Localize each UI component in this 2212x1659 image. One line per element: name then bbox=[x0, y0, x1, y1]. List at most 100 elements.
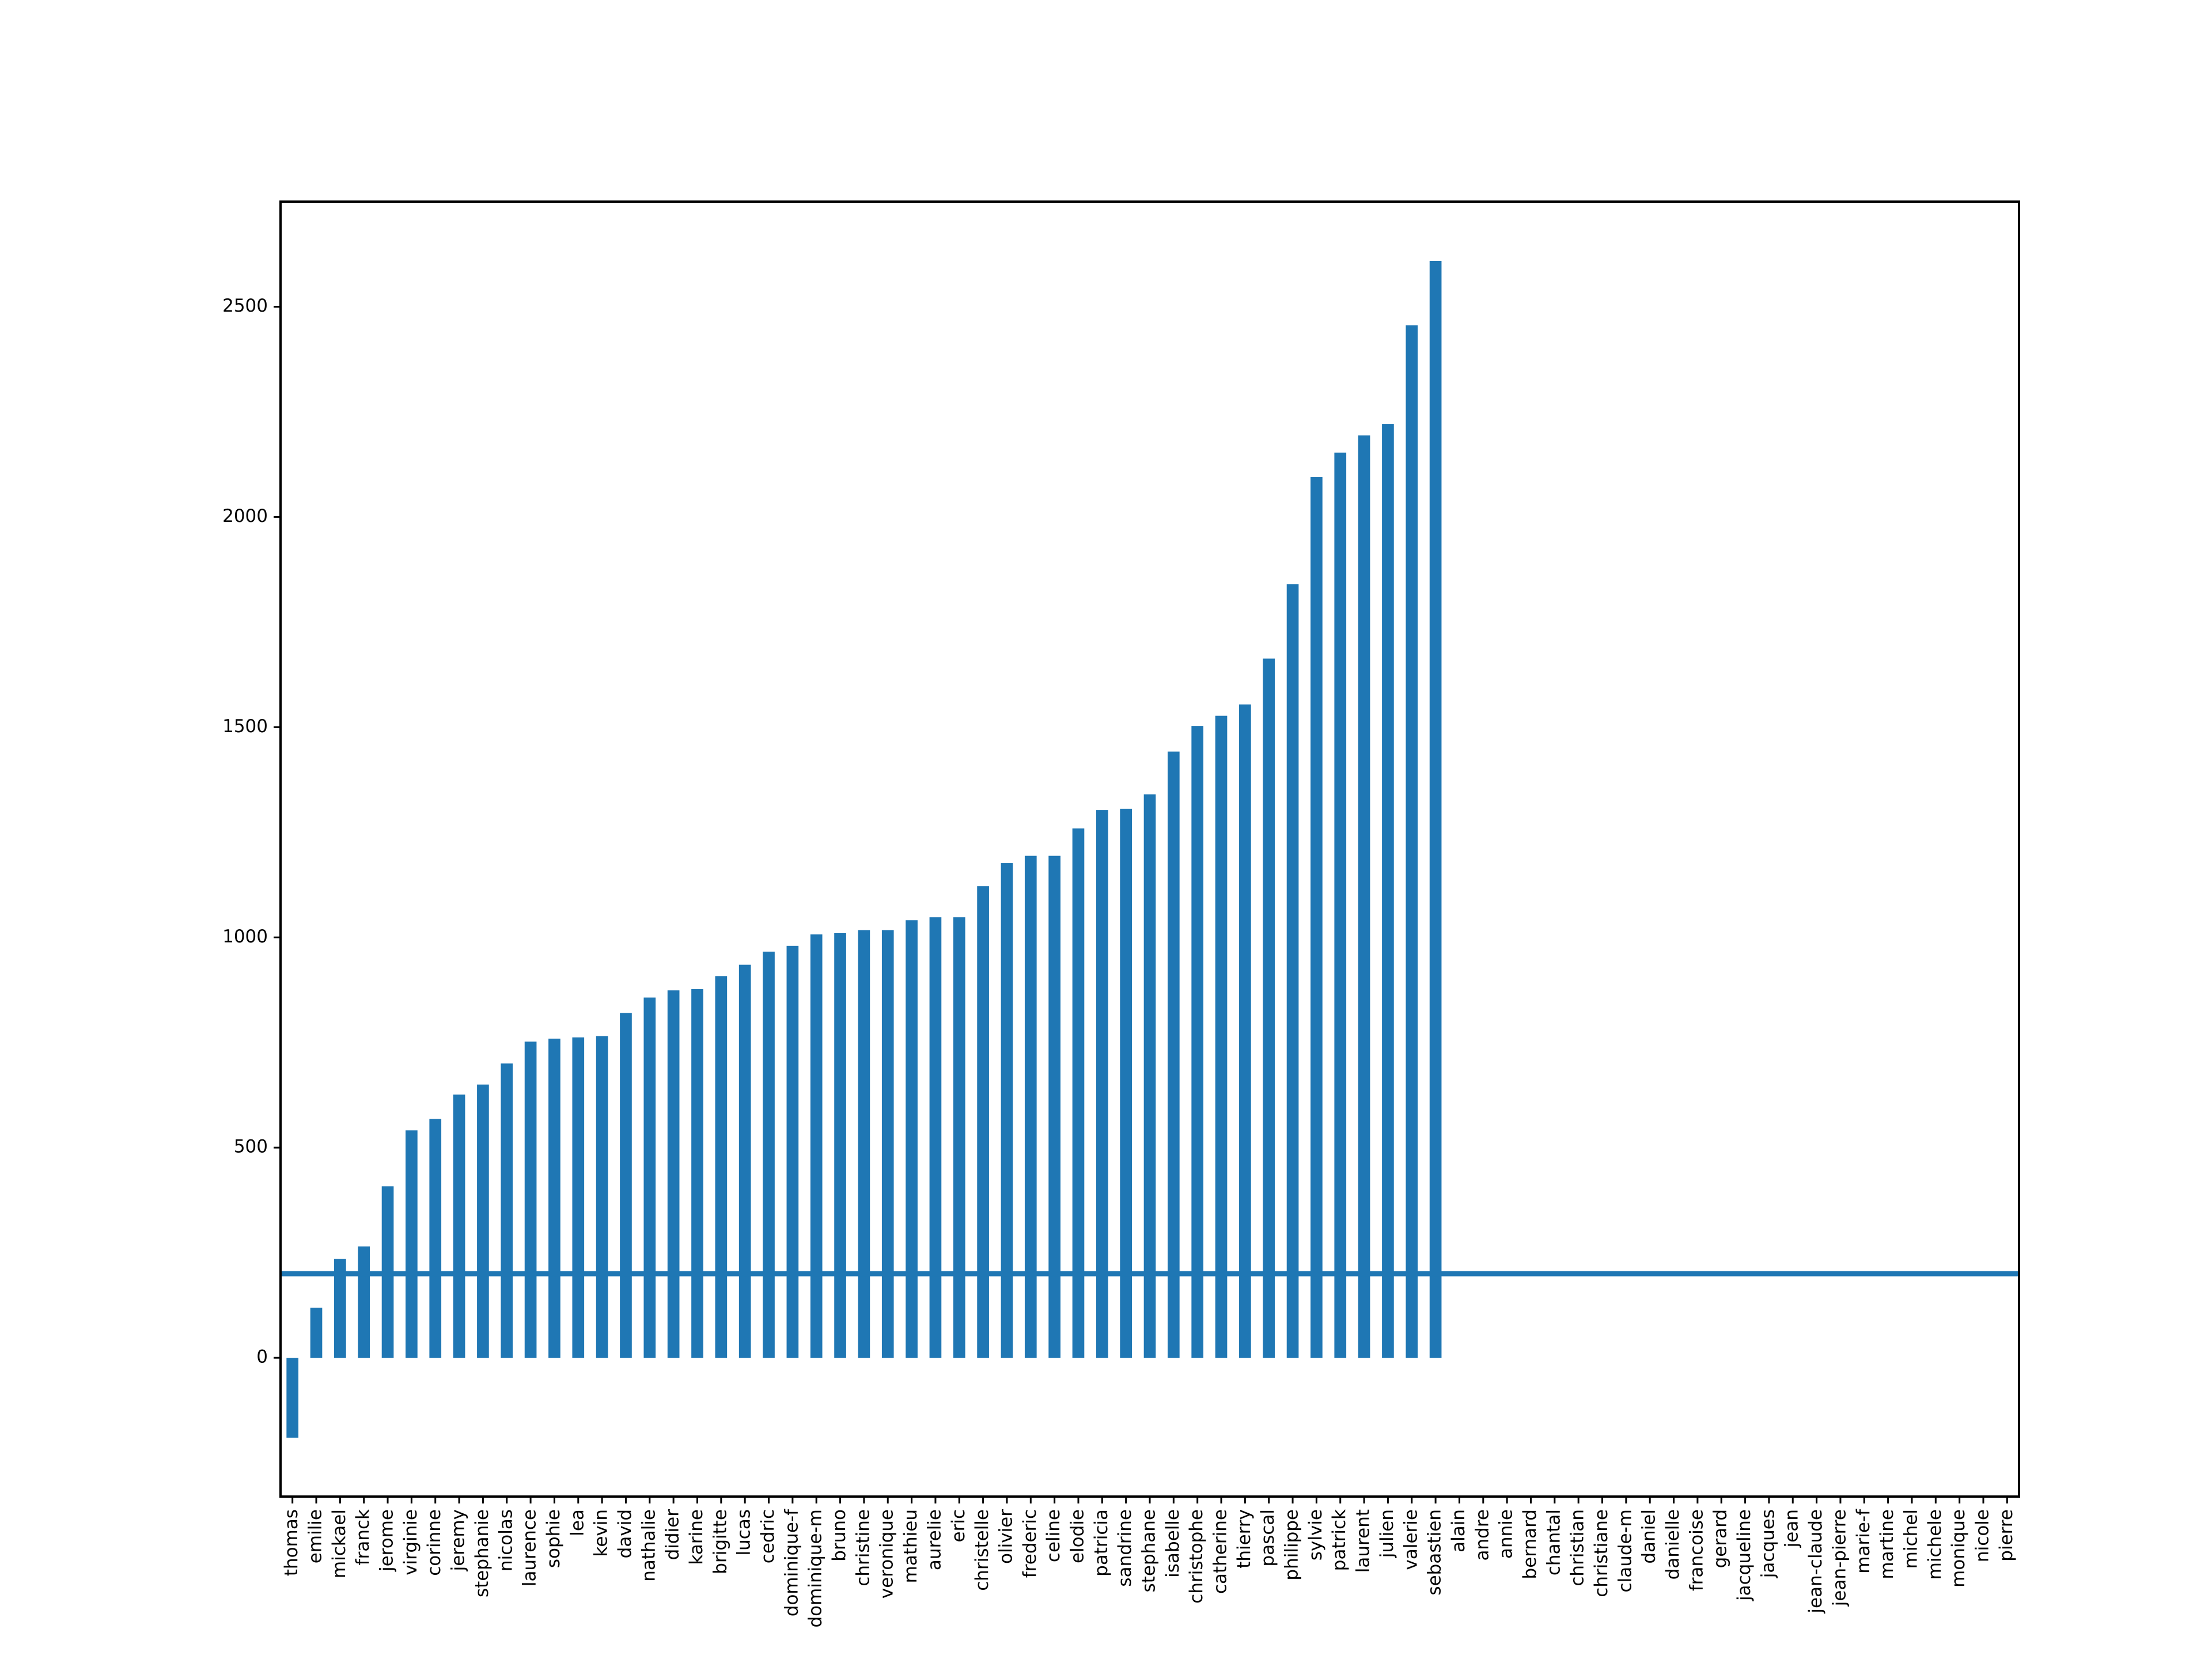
x-tick-label: cedric bbox=[757, 1509, 778, 1563]
bar bbox=[501, 1063, 513, 1358]
x-tick-label: christine bbox=[853, 1509, 873, 1586]
bar bbox=[286, 1358, 299, 1438]
bar bbox=[1191, 726, 1204, 1358]
x-tick-label: patricia bbox=[1091, 1509, 1112, 1577]
x-tick-label: frederic bbox=[1020, 1509, 1040, 1578]
x-tick-label: eric bbox=[948, 1509, 969, 1542]
x-tick-label: celine bbox=[1043, 1509, 1064, 1562]
x-tick-label: dominique-m bbox=[805, 1509, 826, 1628]
x-tick-label: annie bbox=[1496, 1509, 1517, 1559]
bar bbox=[524, 1041, 537, 1358]
x-tick-label: didier bbox=[662, 1509, 683, 1560]
x-tick-label: christian bbox=[1567, 1509, 1588, 1586]
bar bbox=[548, 1039, 560, 1358]
x-tick-label: stephanie bbox=[472, 1509, 493, 1597]
x-tick-label: michele bbox=[1925, 1509, 1945, 1580]
bar bbox=[358, 1246, 370, 1358]
x-tick-label: mathieu bbox=[900, 1509, 921, 1583]
x-tick-label: alain bbox=[1448, 1509, 1469, 1552]
x-tick-label: thomas bbox=[281, 1509, 302, 1576]
x-tick-label: veronique bbox=[877, 1509, 897, 1599]
bar bbox=[1263, 658, 1275, 1358]
x-tick-label: danielle bbox=[1662, 1509, 1683, 1580]
x-tick-label: pascal bbox=[1257, 1509, 1278, 1566]
bar bbox=[620, 1013, 632, 1358]
y-tick-label: 1500 bbox=[222, 716, 268, 737]
bar bbox=[1168, 751, 1180, 1358]
x-tick-label: daniel bbox=[1639, 1509, 1660, 1564]
bar bbox=[1429, 260, 1442, 1358]
bar bbox=[1048, 855, 1060, 1358]
x-tick-label: franck bbox=[353, 1509, 373, 1565]
x-tick-label: christelle bbox=[972, 1509, 993, 1591]
bar bbox=[738, 964, 751, 1358]
bar bbox=[1001, 863, 1013, 1358]
y-tick-label: 2500 bbox=[222, 296, 268, 316]
x-tick-label: jerome bbox=[377, 1509, 397, 1572]
x-tick-label: mickael bbox=[329, 1509, 350, 1578]
bar bbox=[667, 990, 680, 1358]
bar bbox=[429, 1119, 442, 1358]
bar bbox=[334, 1259, 346, 1358]
x-tick-label: christophe bbox=[1186, 1509, 1207, 1604]
x-tick-label: marie-f bbox=[1853, 1509, 1874, 1574]
x-tick-label: nicole bbox=[1972, 1509, 1993, 1562]
bar bbox=[1239, 704, 1251, 1358]
x-tick-label: aurelie bbox=[924, 1509, 945, 1570]
x-tick-label: martine bbox=[1877, 1509, 1897, 1579]
x-tick-label: patrick bbox=[1329, 1509, 1350, 1571]
x-tick-label: olivier bbox=[995, 1509, 1016, 1564]
x-tick-label: chantal bbox=[1543, 1509, 1564, 1575]
x-tick-label: sebastien bbox=[1425, 1509, 1445, 1596]
x-tick-label: nathalie bbox=[638, 1509, 659, 1582]
x-tick-label: kevin bbox=[591, 1509, 612, 1557]
bar bbox=[572, 1037, 585, 1358]
x-tick-label: corinne bbox=[424, 1509, 445, 1576]
bar bbox=[1120, 808, 1132, 1358]
bar bbox=[691, 989, 703, 1358]
y-tick-label: 2000 bbox=[222, 506, 268, 527]
x-tick-label: julien bbox=[1377, 1509, 1397, 1558]
x-tick-label: lucas bbox=[734, 1509, 755, 1555]
x-tick-label: nicolas bbox=[495, 1509, 516, 1571]
x-tick-label: jacqueline bbox=[1734, 1509, 1755, 1601]
x-tick-label: philippe bbox=[1282, 1509, 1302, 1581]
bar bbox=[906, 920, 918, 1358]
bar bbox=[810, 934, 823, 1358]
bar bbox=[1334, 452, 1347, 1358]
x-tick-label: monique bbox=[1948, 1509, 1969, 1588]
x-tick-label: gerard bbox=[1710, 1509, 1731, 1568]
bar bbox=[477, 1084, 489, 1358]
x-tick-label: emilie bbox=[305, 1509, 326, 1563]
x-tick-label: sophie bbox=[543, 1509, 564, 1568]
bar bbox=[858, 930, 870, 1358]
x-tick-label: bernard bbox=[1520, 1509, 1540, 1579]
x-tick-label: thierry bbox=[1234, 1509, 1255, 1569]
x-tick-label: stephane bbox=[1139, 1509, 1160, 1592]
bar bbox=[929, 917, 942, 1358]
bar bbox=[834, 933, 846, 1358]
x-tick-label: andre bbox=[1472, 1509, 1493, 1560]
bar bbox=[1310, 477, 1323, 1358]
bar bbox=[310, 1308, 323, 1358]
y-tick-label: 500 bbox=[234, 1137, 268, 1157]
bar bbox=[1096, 810, 1108, 1358]
x-tick-label: bruno bbox=[829, 1509, 850, 1562]
bar bbox=[453, 1094, 465, 1358]
bar bbox=[715, 976, 728, 1358]
plot-frame bbox=[279, 200, 2020, 1498]
bar bbox=[1072, 828, 1085, 1358]
bar bbox=[763, 952, 775, 1358]
x-tick-label: elodie bbox=[1067, 1509, 1088, 1563]
x-tick-label: francoise bbox=[1686, 1509, 1707, 1591]
x-tick-label: dominique-f bbox=[781, 1509, 802, 1616]
bar bbox=[1406, 325, 1418, 1358]
x-tick-label: jean-claude bbox=[1805, 1509, 1826, 1614]
y-tick-label: 1000 bbox=[222, 926, 268, 947]
x-tick-label: michel bbox=[1900, 1509, 1921, 1569]
bar bbox=[1382, 424, 1394, 1358]
bar bbox=[1358, 435, 1370, 1358]
x-tick-label: lea bbox=[567, 1509, 588, 1536]
x-tick-label: brigitte bbox=[710, 1509, 730, 1574]
